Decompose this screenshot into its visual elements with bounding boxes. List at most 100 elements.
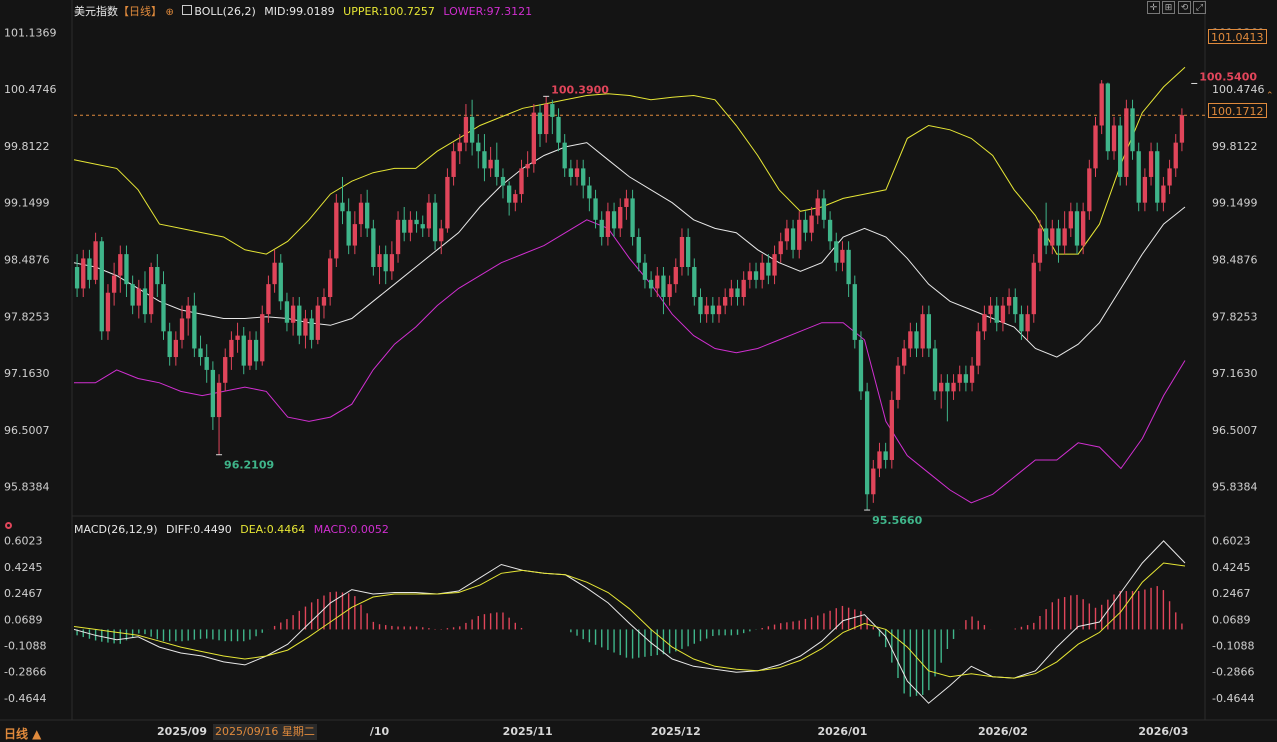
candle-body xyxy=(451,151,456,177)
candle-body xyxy=(414,219,419,225)
candle-body xyxy=(624,198,629,207)
macd-diff: DIFF:0.4490 xyxy=(166,523,232,536)
scroll-up-icon[interactable]: ⌃ xyxy=(1266,91,1274,101)
candle-body xyxy=(482,151,487,169)
macd-label: MACD(26,12,9) xyxy=(74,523,158,536)
boll-mid-line xyxy=(73,142,1186,358)
macd-y-axis: 0.6023 0.6023 0.4245 0.4245 0.2467 0.2467 0.06… xyxy=(4,535,1254,705)
candle-body xyxy=(815,198,820,216)
main-legend: 美元指数【日线】 ⊕ BOLL(26,2) MID:99.0189 UPPER:… xyxy=(74,3,537,19)
candle-body xyxy=(1124,108,1129,177)
candle-body xyxy=(284,301,290,323)
boll-upper-line xyxy=(73,66,1186,255)
x-tick-label: 2026/02 xyxy=(978,725,1028,738)
macd-dea-line xyxy=(73,562,1186,679)
macd-tick-label-left: -0.1088 xyxy=(4,639,46,652)
period-switch-button[interactable]: 日线 ▲ xyxy=(4,727,42,741)
candle-body xyxy=(1173,142,1178,169)
macd-tick-label-left: -0.2866 xyxy=(4,666,46,679)
candle-body xyxy=(247,339,253,366)
candle-body xyxy=(710,305,715,315)
candle-body xyxy=(679,236,685,267)
candle-body xyxy=(124,254,129,285)
candle-body xyxy=(334,202,339,259)
candle-body xyxy=(821,198,827,220)
candle-body xyxy=(253,339,259,362)
indicator-icon[interactable] xyxy=(182,5,193,15)
macd-dot-icon[interactable] xyxy=(5,522,12,529)
candle-body xyxy=(784,228,790,242)
candle-body xyxy=(1105,83,1111,152)
macd-tick-label-right: 0.2467 xyxy=(1212,587,1251,600)
y-tick-label-left: 99.8122 xyxy=(4,140,50,153)
boll-lower: LOWER:97.3121 xyxy=(443,5,533,18)
reset-icon[interactable]: ⟲ xyxy=(1178,1,1191,14)
candle-body xyxy=(611,211,617,229)
candle-body xyxy=(513,194,518,203)
candle-body xyxy=(1142,176,1148,203)
macd-diff-line xyxy=(73,540,1186,704)
y-tick-label-left: 98.4876 xyxy=(4,253,50,266)
last-price-tag: 100.1712 xyxy=(1208,103,1267,118)
y-tick-label-left: 99.1499 xyxy=(4,197,50,210)
x-tick-label: /10 xyxy=(370,725,390,738)
candle-body xyxy=(303,318,308,336)
macd-tick-label-left: 0.6023 xyxy=(4,535,43,548)
boll-upper: UPPER:100.7257 xyxy=(343,5,435,18)
candle-body xyxy=(939,382,944,392)
candle-body xyxy=(871,468,876,495)
candle-body xyxy=(173,339,179,358)
candle-body xyxy=(1074,211,1080,246)
candle-body xyxy=(883,451,888,460)
candle-body xyxy=(797,219,802,250)
candle-body xyxy=(525,164,530,169)
candle-body xyxy=(371,228,376,267)
candle-body xyxy=(519,168,524,195)
fullscreen-icon[interactable]: ⤢ xyxy=(1193,1,1206,14)
candle-body xyxy=(192,305,197,349)
candle-body xyxy=(469,116,475,143)
candle-body xyxy=(1025,314,1030,332)
macd-tick-label-right: -0.2866 xyxy=(1212,666,1254,679)
candle-body xyxy=(902,348,907,366)
candle-body xyxy=(136,288,141,306)
candle-body xyxy=(1179,115,1185,143)
candle-body xyxy=(1080,211,1086,246)
settings-icon[interactable]: ⊕ xyxy=(165,7,174,18)
macd-tick-label-right: -0.4644 xyxy=(1212,692,1254,705)
high2-label: 100.5400 xyxy=(1199,70,1257,83)
candle-body xyxy=(698,297,703,315)
candle-body xyxy=(1006,297,1012,306)
candle-body xyxy=(1111,125,1117,152)
y-tick-label-right: 99.8122 xyxy=(1212,140,1258,153)
candle-body xyxy=(648,279,654,289)
candle-body xyxy=(858,339,864,392)
candle-body xyxy=(186,305,191,319)
y-tick-label-left: 96.5007 xyxy=(4,424,50,437)
annotations: 96.2109 100.3900 95.5660 100.5400 xyxy=(216,70,1257,527)
candle-body xyxy=(352,224,357,246)
candle-body xyxy=(957,374,962,383)
candle-body xyxy=(463,116,469,143)
candle-body xyxy=(1000,305,1006,323)
period-label[interactable]: 【日线】 xyxy=(118,5,162,18)
candle-body xyxy=(278,262,283,302)
zoom-icon[interactable]: ⊞ xyxy=(1162,1,1175,14)
move-icon[interactable]: ✛ xyxy=(1147,1,1160,14)
candle-body xyxy=(1136,151,1141,203)
x-tick-label: 2025/09 xyxy=(157,725,207,738)
x-tick-label: 2026/01 xyxy=(817,725,867,738)
candle-body xyxy=(167,331,172,358)
candle-body xyxy=(568,168,574,177)
candle-body xyxy=(179,318,185,340)
candle-body xyxy=(260,314,265,362)
candle-body xyxy=(340,202,345,212)
candle-body xyxy=(130,284,135,306)
candle-body xyxy=(531,112,536,165)
candle-body xyxy=(1099,83,1104,126)
cursor-date-tag: 2025/09/16 星期二 xyxy=(213,724,317,740)
candle-body xyxy=(969,365,975,383)
candle-body xyxy=(747,271,753,280)
candle-body xyxy=(1019,314,1024,332)
